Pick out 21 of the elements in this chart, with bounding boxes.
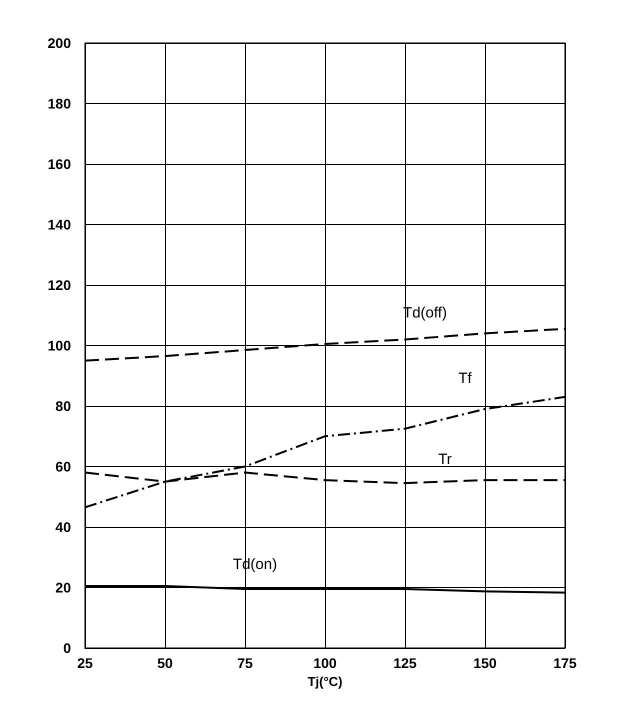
x-tick-label: 75 [237,655,253,671]
x-tick-label: 50 [157,655,173,671]
y-tick-label: 200 [48,35,72,51]
y-tick-label: 20 [55,580,72,596]
x-tick-label: 150 [473,655,497,671]
y-tick-label: 80 [55,398,72,414]
y-tick-label: 180 [48,96,72,112]
series-label: Tr [438,451,452,468]
y-tick-label: 100 [48,338,72,354]
y-tick-label: 120 [48,277,72,293]
series-label: Tf [458,370,472,388]
y-tick-label: 160 [48,156,72,172]
y-tick-label: 60 [55,458,72,474]
y-tick-label: 0 [63,640,72,656]
x-tick-label: 100 [313,655,337,671]
y-tick-label: 140 [48,216,72,232]
x-tick-label: 25 [77,655,93,671]
x-axis-title: Tj(°C) [308,674,342,689]
x-tick-label: 175 [553,655,577,671]
y-tick-label: 40 [55,519,72,535]
x-tick-label: 125 [393,655,417,671]
